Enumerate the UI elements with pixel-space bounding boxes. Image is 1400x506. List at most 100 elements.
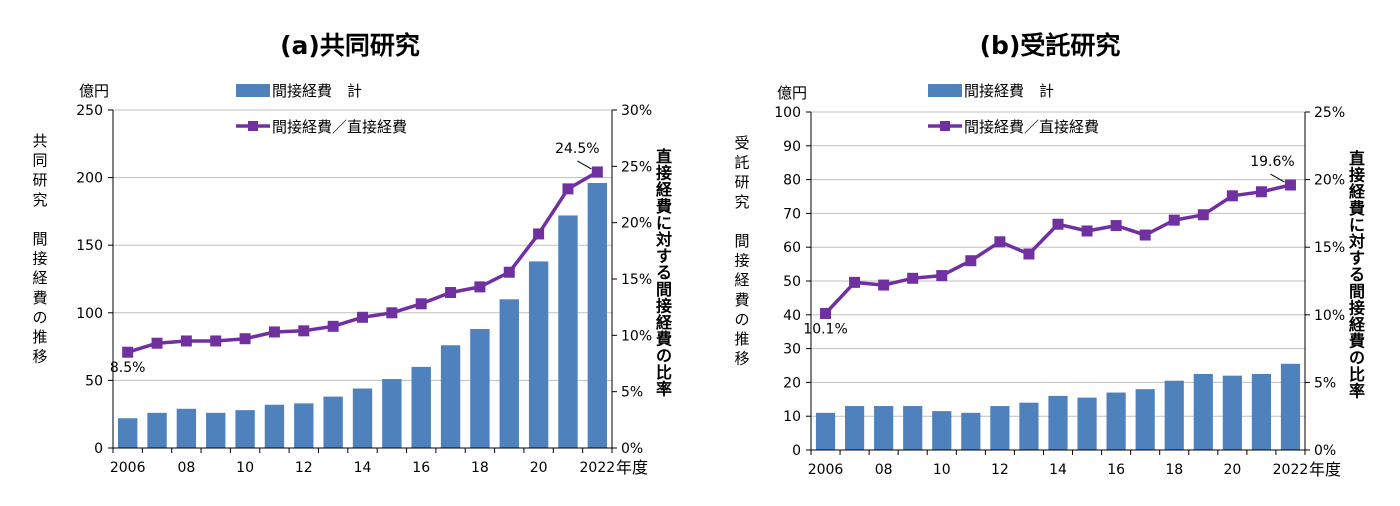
right-axis-label-char: 比 [656,363,672,382]
y-tick-label: 30 [783,342,801,358]
ratio-point [1139,229,1151,241]
legend-marker-swatch [248,121,258,131]
x-tick-label: 10 [933,462,951,478]
right-axis-label-char: す [656,247,672,266]
left-axis-label-char: 究 [734,193,749,211]
ratio-point [907,272,919,284]
left-axis-label-char: 費 [32,289,47,307]
chart-title: (a)共同研究 [280,31,420,60]
bar [1135,389,1155,450]
left-axis-label-char: 受 [734,134,749,152]
right-axis-label-char: 接 [1349,298,1365,317]
ratio-point [445,287,457,299]
y-tick-label: 100 [76,306,103,322]
x-tick-label: 16 [1107,462,1125,478]
x-tick-label: 12 [295,460,313,476]
y-tick-label: 50 [783,274,801,290]
annotation-leader-line [577,160,592,170]
ratio-point [1081,225,1093,237]
ratio-point [268,326,280,338]
bar [587,183,608,448]
y-tick-label: 40 [783,308,801,324]
y-tick-label: 200 [76,171,103,187]
bar [844,406,865,450]
ratio-point [180,335,192,347]
chart-title: (b)受託研究 [979,31,1121,60]
data-label: 10.1% [803,321,847,337]
y-tick-label: 150 [76,238,103,254]
bar [815,412,836,450]
left-axis-label-char: 託 [734,154,749,172]
right-axis-label-char: に [656,213,672,232]
bar [117,418,138,448]
ratio-point [878,279,890,291]
bar [1193,373,1213,450]
right-axis-label-char: 率 [656,379,672,398]
y-tick-label: 10 [783,409,801,425]
right-axis-label-char: の [1349,348,1365,367]
y2-tick-label: 15% [621,272,652,288]
y2-tick-label: 0% [621,441,643,457]
data-label: 24.5% [555,141,599,157]
bar [470,329,490,448]
left-axis-label-char: 接 [32,250,47,268]
ratio-point [1284,179,1296,191]
y2-tick-label: 5% [621,385,643,401]
ratio-point [1168,214,1180,226]
bar [1048,395,1068,450]
bar [382,379,402,448]
bar [1077,397,1097,450]
x-tick-label: 20 [1223,462,1241,478]
bar [206,412,226,448]
right-axis-label-char: る [656,263,672,282]
y-tick-label: 0 [792,443,801,459]
y2-tick-label: 25% [1314,105,1345,121]
data-label: 8.5% [110,360,146,376]
annotation-leader-line [1270,173,1285,183]
bar [1106,392,1126,450]
y-tick-label: 0 [94,441,103,457]
ratio-point [994,236,1006,248]
right-axis-label-char: 率 [1349,381,1365,400]
x-tick-label: 18 [471,460,489,476]
ratio-point [474,281,486,293]
right-axis-label-char: 接 [656,296,672,315]
x-tick-label: 16 [412,460,430,476]
bar [558,215,578,448]
y2-tick-label: 5% [1314,375,1336,391]
chart-panel-contract-research: (b)受託研究 0 10 20 30 40 50 60 70 80 90 100 0% 5% 10% 15%… [700,0,1400,506]
left-axis-label-char: の [734,310,749,328]
y2-tick-label: 20% [621,216,652,232]
ratio-point [151,337,163,349]
left-axis-label-char: の [32,308,47,326]
right-axis-label-char: 費 [656,330,672,349]
left-axis-label-char: 共 [32,132,47,150]
x-tick-label: 2022 [580,460,616,476]
bar [499,299,519,448]
right-axis-label-char: に [1349,215,1365,234]
y-tick-label: 90 [783,139,801,155]
ratio-point [562,183,574,195]
ratio-line [824,183,1291,315]
left-axis-label-char: 移 [734,350,749,368]
right-axis-label-char: す [1349,249,1365,268]
left-axis-label-char: 経 [32,269,47,287]
ratio-point [122,346,134,358]
right-axis-label-char: 接 [656,164,672,183]
left-axis-label-char: 接 [734,252,749,270]
right-axis-label-char: 対 [655,230,672,249]
right-axis-label-char: 経 [656,313,673,332]
ratio-point [210,335,222,347]
left-axis-label-char: 研 [32,171,47,189]
bar [323,396,343,448]
chart-svg: 0 50 100 150 200 250 0% 5% 10% 15% 20% 25% 30% 2006 08… [32,82,673,477]
right-axis-label-char: 費 [1349,332,1365,351]
data-label: 19.6% [1250,154,1294,170]
ratio-point [1110,220,1122,232]
ratio-point [591,166,603,178]
x-tick-label: 08 [875,462,893,478]
ratio-point [1226,190,1238,202]
right-axis-label-char: の [656,346,672,365]
ratio-point [849,276,861,288]
ratio-point [327,320,339,332]
